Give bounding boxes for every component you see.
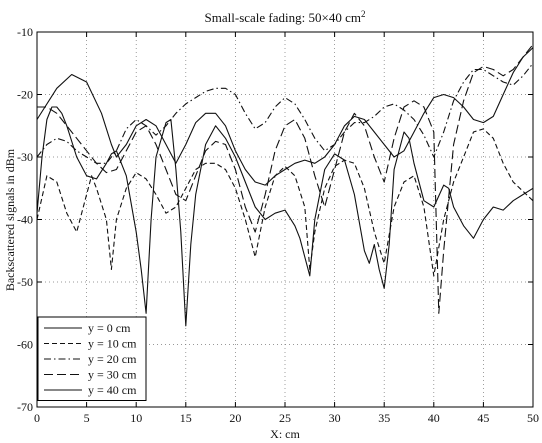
- series-line-4: [37, 44, 534, 314]
- series-line-1: [36, 47, 534, 186]
- x-tick-label: 15: [180, 411, 192, 425]
- y-tick-label: -30: [17, 150, 33, 164]
- y-axis-label: Backscattered signals in dBm: [3, 148, 17, 291]
- x-tick-label: 5: [84, 411, 90, 425]
- x-tick-label: 20: [229, 411, 241, 425]
- y-tick-label: -40: [17, 213, 33, 227]
- chart-title: Small-scale fading: 50×40 cm2: [205, 9, 366, 25]
- chart-title-superscript: 2: [361, 9, 366, 19]
- legend-box: [37, 316, 147, 401]
- legend-label: y = 0 cm: [88, 321, 131, 335]
- grid: [37, 32, 533, 407]
- y-tick-label: -70: [17, 400, 33, 414]
- legend-label: y = 20 cm: [88, 352, 137, 366]
- series-lines: [36, 44, 534, 327]
- x-tick-label: 0: [34, 411, 40, 425]
- x-tick-label: 10: [130, 411, 142, 425]
- y-tick-label: -20: [17, 88, 33, 102]
- x-tick-label: 35: [378, 411, 390, 425]
- legend: y = 0 cm y = 10 cmy = 20 cm y = 30 cmy = 4…: [37, 316, 147, 401]
- x-axis-label: X: cm: [270, 427, 300, 441]
- series-line-5: [36, 106, 534, 327]
- x-tick-label: 40: [428, 411, 440, 425]
- y-tick-label: -50: [17, 275, 33, 289]
- plot-frame: [36, 31, 534, 408]
- legend-label: y = 10 cm: [88, 337, 137, 351]
- legend-label: y = 40 cm: [88, 383, 137, 397]
- x-tick-label: 45: [477, 411, 489, 425]
- y-tick-label: -60: [17, 338, 33, 352]
- legend-label: y = 30 cm: [88, 368, 137, 382]
- x-tick-label: 25: [279, 411, 291, 425]
- series-line-2: [36, 128, 534, 277]
- y-tick-label: -10: [17, 25, 33, 39]
- axis-ticks: 0 5 10 15 20 25 30 35 40 45 50 -70 -60 -50 -40 -30 -20 -1…: [17, 25, 539, 425]
- x-tick-label: 30: [329, 411, 341, 425]
- x-tick-label: 50: [527, 411, 539, 425]
